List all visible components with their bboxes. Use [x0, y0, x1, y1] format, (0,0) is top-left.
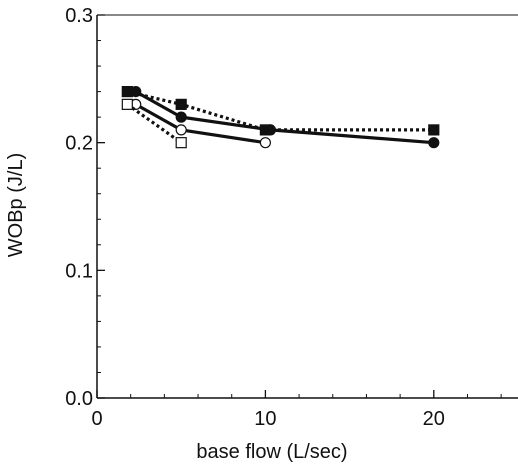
data-point [264, 124, 277, 136]
x-axis-label: base flow (L/sec) [196, 441, 347, 463]
data-point [428, 137, 440, 149]
x-tick-label: 20 [423, 408, 445, 430]
series-line [134, 90, 434, 145]
data-point [121, 98, 133, 110]
x-tick-label: 0 [91, 408, 102, 430]
data-point [175, 98, 187, 110]
data-point [175, 124, 187, 136]
y-tick-label: 0.3 [65, 5, 93, 27]
series-layer [121, 85, 440, 149]
series-line [126, 103, 183, 144]
data-point [175, 111, 187, 123]
y-tick-label: 0.2 [65, 133, 93, 155]
y-axis-label: WOBp (J/L) [5, 153, 27, 257]
series-1 [130, 85, 440, 149]
data-point [259, 137, 271, 149]
data-point [130, 85, 142, 98]
data-point [428, 124, 440, 136]
series-3 [121, 98, 187, 149]
y-tick-label: 0.1 [65, 260, 93, 282]
axes: 0.0 0.1 0.2 0.3 0 10 20 [65, 5, 518, 430]
data-point [175, 137, 187, 149]
x-tick-label: 10 [254, 408, 276, 430]
y-tick-label: 0.0 [65, 388, 93, 410]
